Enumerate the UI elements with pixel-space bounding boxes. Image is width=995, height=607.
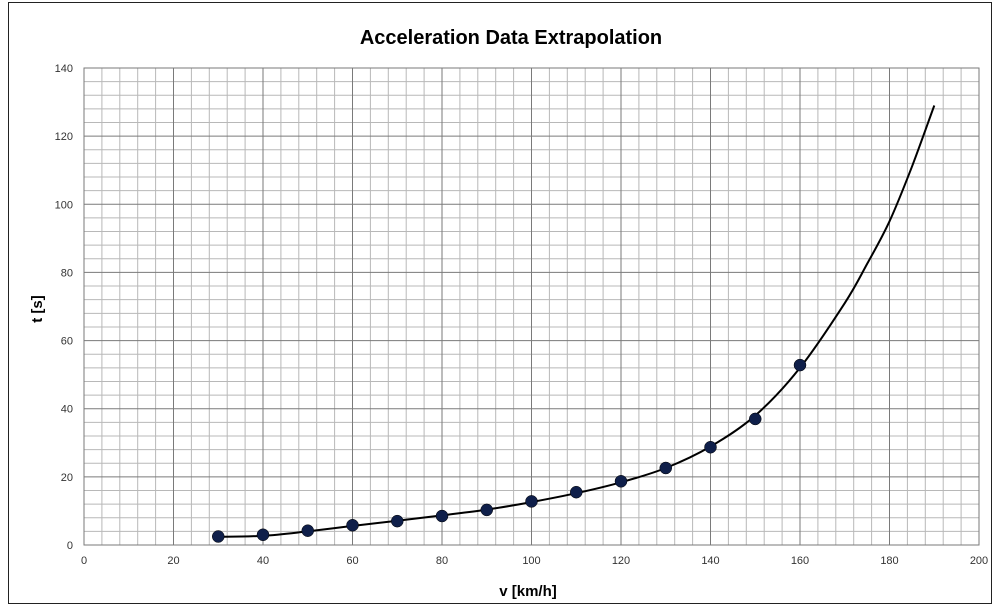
y-tick-label: 0 xyxy=(67,540,73,552)
y-axis-label: t [s] xyxy=(29,295,46,323)
x-tick-label: 120 xyxy=(612,555,630,567)
data-point xyxy=(256,528,270,542)
x-tick-label: 0 xyxy=(81,555,87,567)
x-tick-label: 200 xyxy=(970,555,988,567)
y-tick-label: 120 xyxy=(55,131,73,143)
x-axis-label: v [km/h] xyxy=(499,583,557,600)
plot-area xyxy=(83,67,980,546)
data-point xyxy=(570,485,583,499)
data-point xyxy=(749,412,762,426)
y-axis-ticks: 0 20 40 60 80 100 120 140 xyxy=(55,63,73,552)
x-tick-label: 40 xyxy=(257,555,269,567)
data-point xyxy=(480,503,493,517)
chart-title: Acceleration Data Extrapolation xyxy=(360,27,662,49)
acceleration-chart: Acceleration Data Extrapolation 0 20 40 60 8… xyxy=(29,27,988,600)
data-markers xyxy=(212,358,807,543)
x-axis-ticks: 0 20 40 60 80 100 120 140 160 180 200 xyxy=(81,555,988,567)
x-tick-label: 180 xyxy=(880,555,898,567)
y-tick-label: 80 xyxy=(61,267,73,279)
data-point xyxy=(614,475,628,488)
y-tick-label: 20 xyxy=(61,472,73,484)
chart-frame: Acceleration Data Extrapolation 0 20 40 60 8… xyxy=(8,2,992,604)
data-point xyxy=(391,514,404,528)
x-tick-label: 60 xyxy=(346,555,358,567)
y-tick-label: 100 xyxy=(55,199,73,211)
x-tick-label: 20 xyxy=(167,555,179,567)
x-tick-label: 80 xyxy=(436,555,448,567)
data-point xyxy=(435,509,449,523)
data-point xyxy=(346,518,359,532)
x-tick-label: 100 xyxy=(522,555,540,567)
y-tick-label: 40 xyxy=(61,404,73,416)
data-point xyxy=(704,440,717,454)
data-point xyxy=(212,530,225,543)
x-tick-label: 140 xyxy=(701,555,719,567)
y-tick-label: 60 xyxy=(61,336,73,348)
data-point xyxy=(659,461,672,475)
data-point xyxy=(525,495,538,508)
trendline xyxy=(218,105,936,538)
data-point xyxy=(301,524,314,537)
x-tick-label: 160 xyxy=(791,555,809,567)
data-point xyxy=(793,358,807,372)
y-tick-label: 140 xyxy=(55,63,73,75)
major-grid xyxy=(84,68,979,545)
